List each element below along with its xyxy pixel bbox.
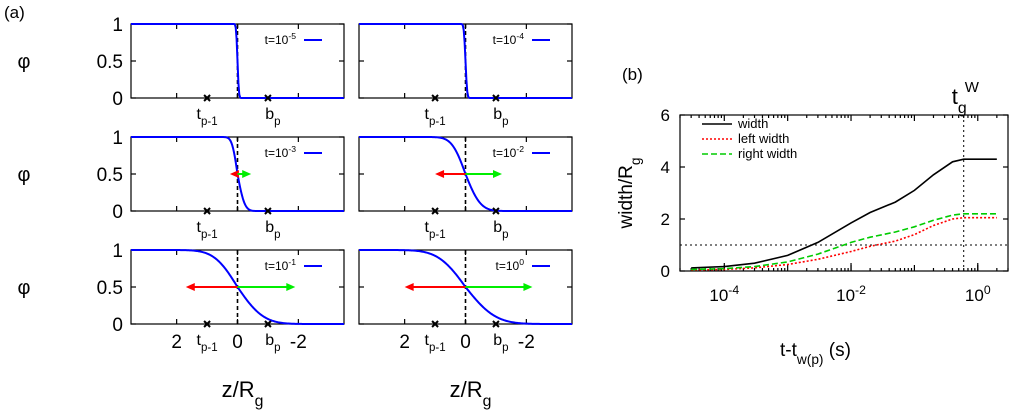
x-tick-label: 0 <box>460 332 471 353</box>
y-tick-label: 0.5 <box>97 52 123 73</box>
subplot-6: 2 0 -2 tp-1 bp t=100 z/Rg <box>358 249 573 410</box>
plot-frame-b <box>679 114 1009 272</box>
marker-label-left: tp-1 <box>197 106 218 128</box>
y-axis-label: φ <box>18 51 31 73</box>
subplot-3: 0 0.5 1 φ tp-1 bp t=10-3 <box>18 128 345 241</box>
left-arrow-head <box>435 170 445 178</box>
subplot-4: tp-1 bp t=10-2 <box>358 136 573 241</box>
panel-a-label: (a) <box>4 3 25 22</box>
marker-left <box>203 320 211 328</box>
marker-left <box>431 94 439 102</box>
marker-right <box>492 320 500 328</box>
marker-label-left: tp-1 <box>425 106 446 128</box>
x-tick-label: -2 <box>290 332 307 353</box>
vline-label: tg <box>952 84 967 117</box>
marker-left <box>203 94 211 102</box>
y-tick-label: 4 <box>661 158 670 177</box>
subplot-5: 0 0.5 1 2 0 -2 φ tp-1 bp t=10-1 z/Rg <box>18 241 345 410</box>
legend-label: t=10-2 <box>493 144 525 160</box>
x-tick-label: 2 <box>171 332 182 353</box>
marker-right <box>264 207 272 215</box>
legend-label: t=10-1 <box>265 257 297 273</box>
series-width <box>691 158 997 269</box>
right-arrow-head <box>242 170 252 178</box>
x-axis-label: z/Rg <box>450 377 492 410</box>
marker-right <box>264 320 272 328</box>
marker-left <box>203 207 211 215</box>
panel-a: (a) 0 0.5 1 φ tp-1 bp t=10-5 tp-1 bp t=10-4 0 0.5 1 φ t… <box>4 3 573 410</box>
left-arrow-head <box>404 283 414 291</box>
legend-label: t=100 <box>496 257 525 273</box>
marker-label-right: bp <box>265 106 280 128</box>
marker-label-right: bp <box>493 106 508 128</box>
x-axis-label: t-tw(p) (s) <box>780 340 851 367</box>
y-tick-label: 0.5 <box>97 165 123 186</box>
phi-curve <box>131 23 344 99</box>
marker-label-left: tp-1 <box>197 219 218 241</box>
marker-label-left: tp-1 <box>197 332 218 354</box>
marker-label-right: bp <box>493 219 508 241</box>
legend-label: t=10-4 <box>493 31 525 47</box>
marker-right <box>492 207 500 215</box>
x-tick-label: 2 <box>399 332 410 353</box>
marker-right <box>264 94 272 102</box>
marker-right <box>492 94 500 102</box>
marker-left <box>431 207 439 215</box>
right-arrow-head <box>523 283 533 291</box>
legend-label: t=10-3 <box>265 144 297 160</box>
subplot-1: 0 0.5 1 φ tp-1 bp t=10-5 <box>18 15 345 128</box>
phi-curve <box>359 23 572 99</box>
legend-label: right width <box>738 146 797 161</box>
legend-label: width <box>737 116 768 131</box>
marker-label-right: bp <box>265 332 280 354</box>
x-tick-label: 10-4 <box>709 283 739 305</box>
y-tick-label: 1 <box>112 241 123 262</box>
marker-label-right: bp <box>265 219 280 241</box>
x-tick-label: 100 <box>965 283 991 305</box>
y-tick-label: 0 <box>112 89 123 110</box>
series-right-width <box>691 213 997 271</box>
marker-label-left: tp-1 <box>425 219 446 241</box>
marker-left <box>431 320 439 328</box>
right-arrow-head <box>286 283 296 291</box>
y-tick-label: 6 <box>661 106 670 125</box>
marker-label-left: tp-1 <box>425 332 446 354</box>
x-axis-label: z/Rg <box>222 377 264 410</box>
right-arrow-head <box>493 170 503 178</box>
legend-label: left width <box>738 131 789 146</box>
left-arrow-head <box>185 283 195 291</box>
x-tick-label: 0 <box>232 332 243 353</box>
subplot-2: tp-1 bp t=10-4 <box>358 23 573 128</box>
marker-label-right: bp <box>493 332 508 354</box>
y-axis-label: φ <box>18 277 31 299</box>
y-tick-label: 0 <box>112 315 123 336</box>
legend-label: t=10-5 <box>265 31 297 47</box>
vline-label-superscript: W <box>965 79 980 96</box>
y-tick-label: 2 <box>661 210 670 229</box>
y-tick-label: 0.5 <box>97 278 123 299</box>
left-arrow-head <box>229 170 239 178</box>
y-tick-label: 1 <box>112 15 123 36</box>
y-tick-label: 0 <box>661 262 670 281</box>
y-axis-label: φ <box>18 164 31 186</box>
x-tick-label: -2 <box>518 332 535 353</box>
series-left-width <box>691 216 997 271</box>
x-tick-label: 10-2 <box>836 283 866 305</box>
y-tick-label: 0 <box>112 202 123 223</box>
y-axis-label: width/Rg <box>616 158 643 230</box>
y-tick-label: 1 <box>112 128 123 149</box>
panel-b-label: (b) <box>622 65 643 84</box>
